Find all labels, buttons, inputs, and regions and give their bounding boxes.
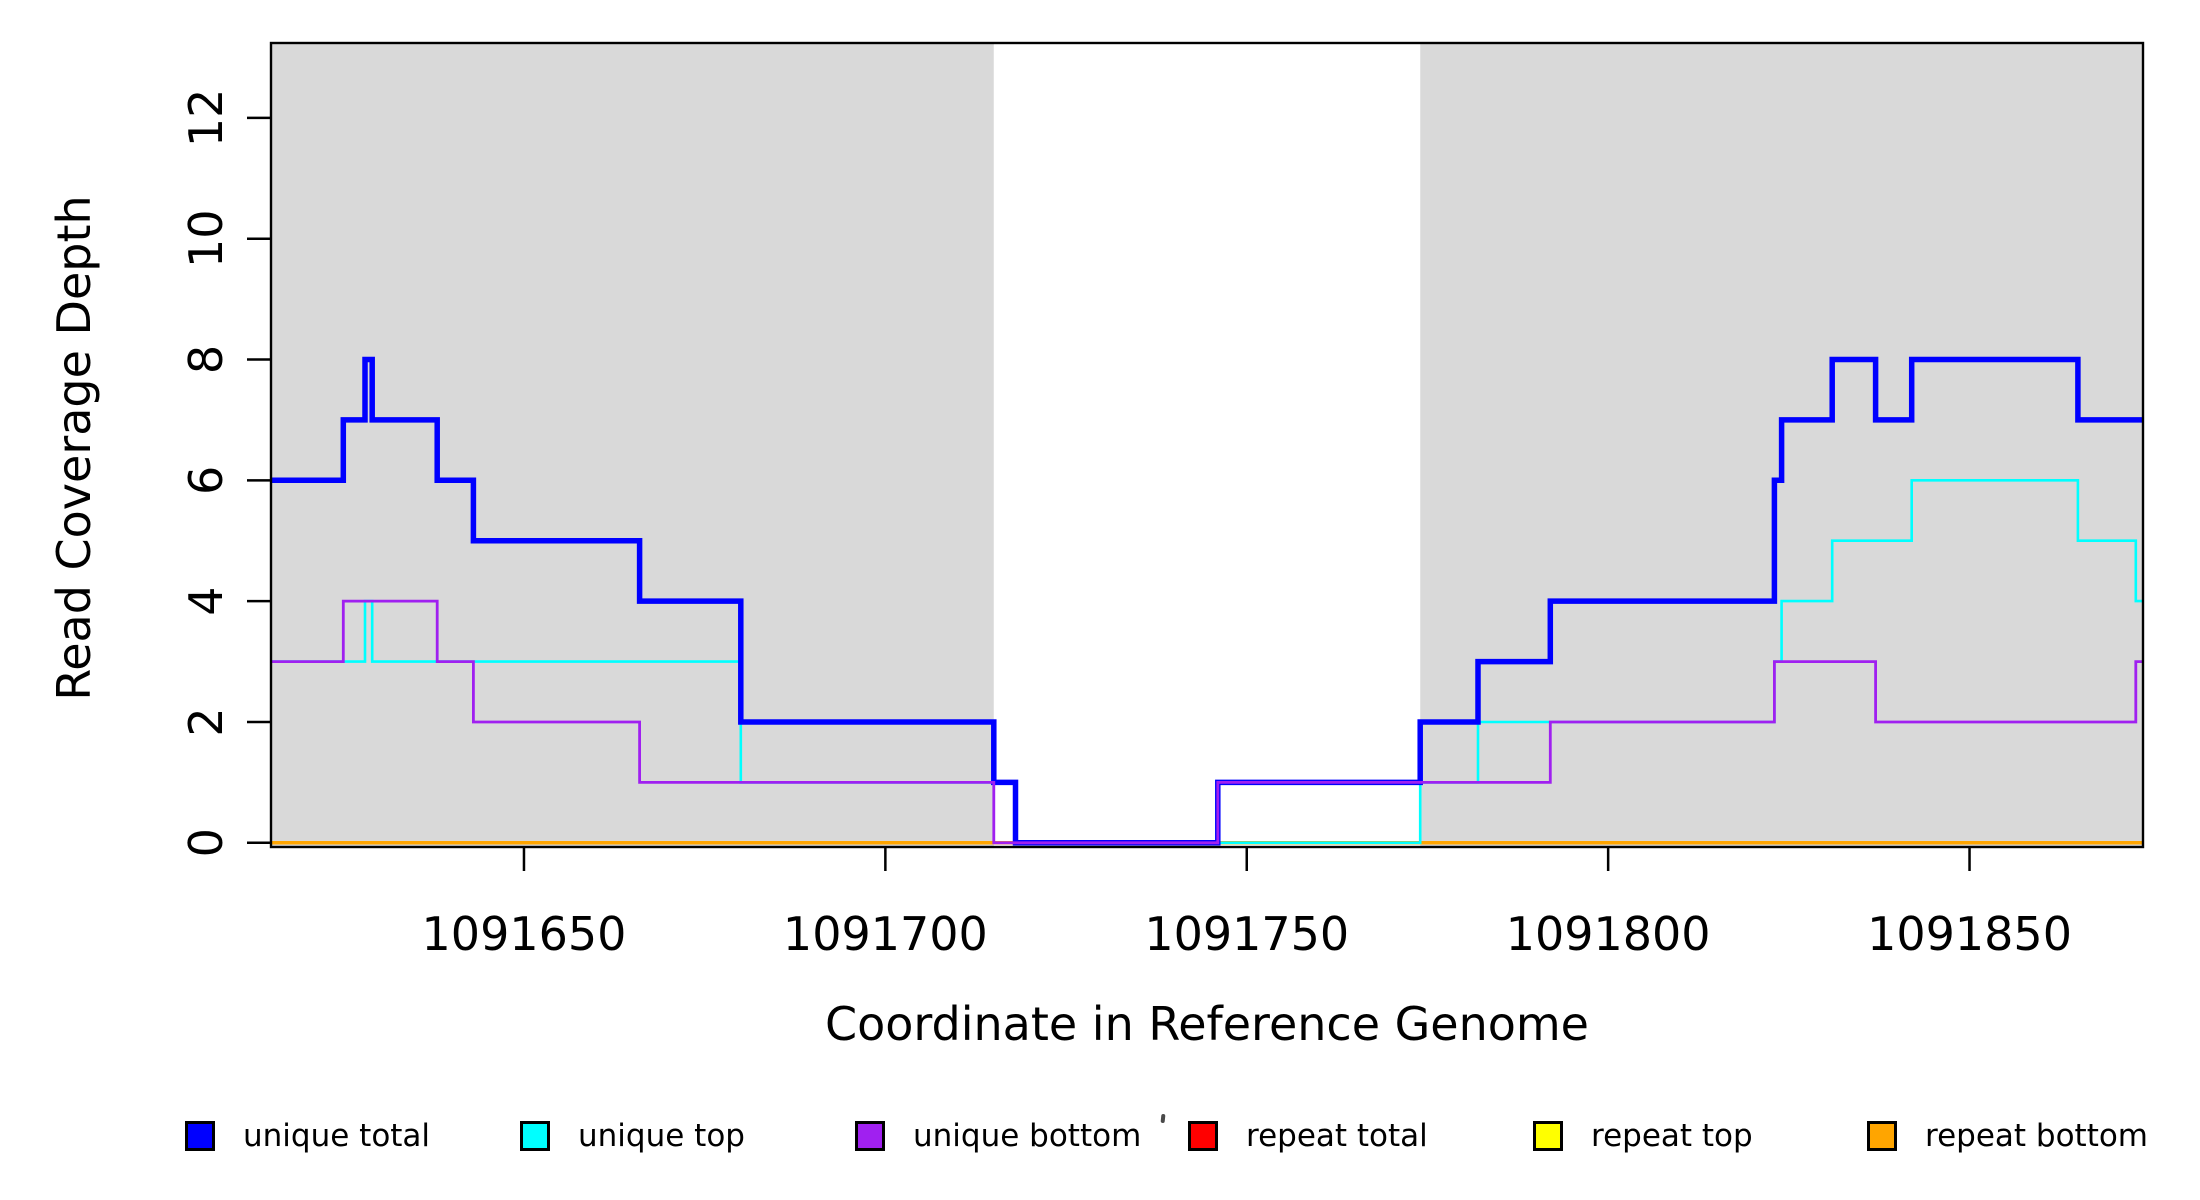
legend-label: unique total (243, 1118, 431, 1154)
legend-item: unique top (520, 1108, 745, 1164)
shaded-region (271, 43, 994, 847)
y-axis-title: Read Coverage Depth (47, 195, 101, 701)
y-tick-label: 0 (179, 828, 233, 857)
x-tick-label: 1091700 (783, 907, 988, 961)
legend-item: unique total (185, 1108, 430, 1164)
y-tick-label: 10 (179, 209, 233, 268)
legend-swatch-icon (520, 1121, 550, 1151)
x-tick-label: 1091850 (1867, 907, 2072, 961)
legend-swatch-icon (1867, 1121, 1897, 1151)
legend-item: repeat total (1188, 1108, 1428, 1164)
legend-swatch-icon (1533, 1121, 1563, 1151)
x-tick-label: 1091750 (1144, 907, 1349, 961)
legend-label: repeat top (1591, 1118, 1753, 1154)
y-tick-label: 4 (179, 587, 233, 616)
legend: unique total unique top unique bottom repea… (0, 1108, 2200, 1172)
legend-item: unique bottom (855, 1108, 1141, 1164)
legend-swatch-icon (855, 1121, 885, 1151)
legend-label: unique bottom (913, 1118, 1142, 1154)
legend-label: repeat total (1246, 1118, 1428, 1154)
legend-item: repeat top (1533, 1108, 1753, 1164)
legend-label: unique top (578, 1118, 745, 1154)
y-tick-label: 6 (179, 466, 233, 495)
x-tick-label: 1091650 (422, 907, 627, 961)
legend-swatch-icon (185, 1121, 215, 1151)
legend-item: repeat bottom (1867, 1108, 2148, 1164)
legend-swatch-icon (1188, 1121, 1218, 1151)
y-tick-label: 12 (179, 89, 233, 148)
y-tick-label: 2 (179, 707, 233, 736)
plot-border (269, 41, 2145, 849)
series-unique-bottom-line (271, 599, 2143, 845)
x-axis-title: Coordinate in Reference Genome (825, 997, 1589, 1051)
y-tick-label: 8 (179, 345, 233, 374)
x-tick-label: 1091800 (1506, 907, 1711, 961)
legend-label: repeat bottom (1925, 1118, 2149, 1154)
